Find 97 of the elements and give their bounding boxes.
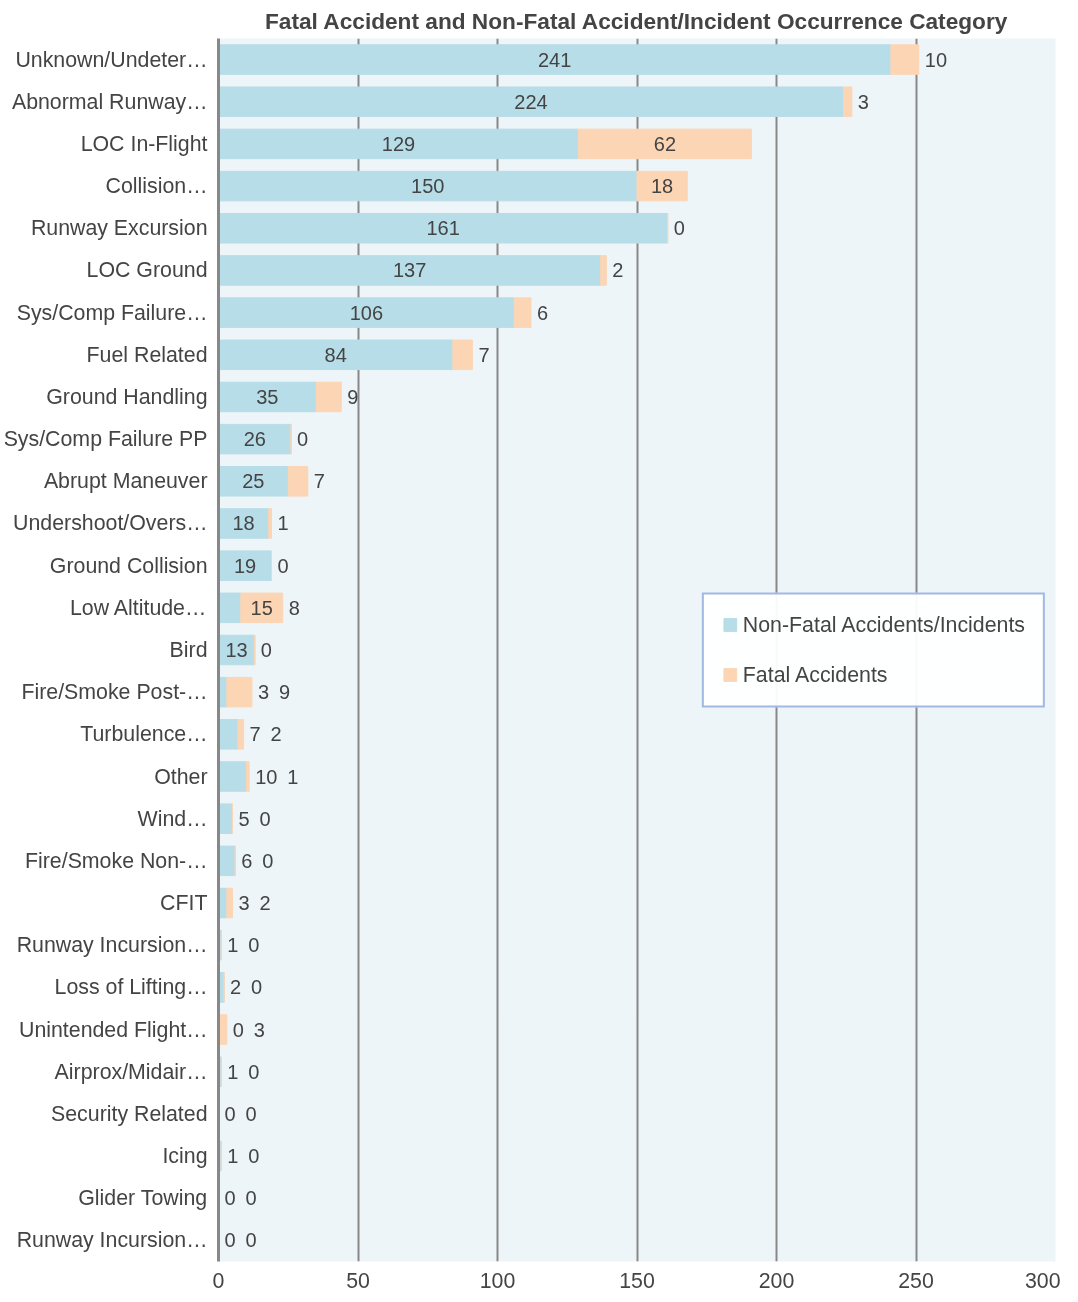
data-label: 62: [653, 132, 677, 155]
y-tick-label: Loss of Lifting…: [54, 975, 208, 1000]
data-label: 7: [478, 343, 490, 366]
legend-label: Non-Fatal Accidents/Incidents: [742, 612, 1025, 637]
data-label: 129: [381, 132, 416, 155]
data-label: 1: [287, 765, 299, 788]
data-label: 241: [538, 48, 572, 71]
x-tick-label: 50: [346, 1268, 370, 1293]
data-label: 0: [262, 849, 274, 872]
data-label: 0: [297, 428, 309, 451]
data-label: 9: [278, 681, 291, 704]
data-label: 13: [225, 639, 248, 661]
data-label: 0: [259, 807, 271, 830]
x-tick-label: 0: [212, 1268, 225, 1293]
y-tick-label: Low Altitude…: [69, 595, 207, 620]
legend-label: Fatal Accidents: [742, 662, 888, 687]
y-tick-label: LOC Ground: [86, 258, 208, 283]
y-tick-label: Abnormal Runway…: [11, 89, 208, 114]
y-tick-label: Ground Collision: [49, 553, 208, 578]
data-label: 2: [259, 892, 271, 915]
data-label: 150: [411, 175, 445, 198]
data-label: 0: [245, 1229, 257, 1252]
data-label: 18: [650, 175, 674, 198]
y-tick-label: Runway Incursion…: [16, 1228, 208, 1253]
y-tick-label: Security Related: [51, 1101, 208, 1126]
data-label: 3: [253, 1018, 265, 1041]
y-tick-label: Unintended Flight…: [18, 1017, 208, 1042]
y-tick-label: Fire/Smoke Non-…: [24, 848, 208, 873]
y-tick-label: Other: [154, 764, 208, 789]
data-label: 106: [349, 301, 384, 324]
data-label: 18: [232, 512, 255, 535]
y-tick-label: Bird: [169, 638, 208, 662]
x-tick-label: 200: [758, 1268, 795, 1293]
data-label: 0: [232, 1018, 244, 1041]
y-tick-label: LOC In-Flight: [80, 131, 208, 156]
data-label: 19: [233, 554, 257, 577]
data-label: 0: [251, 976, 263, 999]
data-label: 8: [288, 596, 300, 619]
data-label: 6: [241, 849, 253, 872]
y-tick-label: Unknown/Undeter…: [15, 47, 208, 72]
data-label: 0: [248, 1060, 260, 1083]
data-label: 10: [255, 765, 278, 788]
y-tick-label: Glider Towing: [78, 1186, 208, 1211]
data-label: 0: [277, 554, 289, 577]
data-label: 0: [224, 1229, 236, 1252]
x-tick-label: 250: [898, 1268, 934, 1293]
data-label: 161: [426, 217, 460, 240]
y-tick-label: Icing: [162, 1144, 208, 1169]
data-label: 7: [313, 470, 325, 493]
data-label: 0: [245, 1102, 257, 1125]
data-label: 9: [347, 385, 359, 408]
data-label: 1: [227, 1145, 239, 1168]
y-tick-label: Undershoot/Overs…: [13, 511, 208, 536]
y-tick-label: CFIT: [160, 891, 208, 916]
data-label: 0: [245, 1187, 257, 1210]
x-tick-label: 300: [1024, 1268, 1061, 1293]
x-tick-label: 100: [479, 1268, 516, 1293]
y-tick-label: Sys/Comp Failure PP: [3, 427, 208, 452]
chart-title: Fatal Accident and Non-Fatal Accident/Incident Occurrence Category: [264, 7, 1008, 34]
data-label: 2: [612, 259, 624, 282]
y-tick-label: Turbulence…: [80, 722, 208, 747]
data-label: 1: [227, 934, 239, 957]
y-tick-label: Sys/Comp Failure…: [16, 300, 208, 325]
data-label: 6: [536, 301, 549, 324]
data-label: 7: [249, 723, 261, 746]
y-tick-label: Wind…: [137, 806, 208, 831]
y-tick-label: Fuel Related: [86, 342, 208, 367]
data-label: 224: [514, 90, 548, 113]
data-label: 137: [392, 259, 427, 282]
x-tick-label: 150: [619, 1268, 655, 1293]
data-label: 1: [277, 512, 289, 535]
data-label: 26: [243, 428, 266, 451]
data-label: 0: [260, 639, 272, 661]
y-tick-label: Airprox/Midair…: [54, 1059, 208, 1084]
data-label: 10: [924, 48, 948, 71]
y-tick-label: Collision…: [105, 174, 208, 199]
data-label: 3: [857, 90, 869, 113]
y-tick-label: Ground Handling: [46, 384, 208, 409]
data-label: 2: [230, 976, 242, 999]
data-label: 25: [242, 470, 265, 493]
data-label: 3: [238, 892, 250, 915]
data-label: 3: [257, 681, 270, 704]
data-label: 0: [224, 1102, 236, 1125]
y-tick-label: Runway Incursion…: [16, 933, 208, 958]
data-label: 0: [248, 1145, 260, 1168]
data-label: 35: [256, 385, 279, 408]
data-label: 84: [324, 343, 347, 366]
data-label: 1: [227, 1060, 239, 1083]
data-label: 2: [270, 723, 282, 746]
data-label: 0: [224, 1187, 236, 1210]
data-label: 15: [250, 596, 273, 619]
data-label: 0: [248, 934, 260, 957]
data-label: 0: [673, 217, 685, 240]
y-tick-label: Fire/Smoke Post-…: [21, 680, 208, 705]
y-tick-label: Abrupt Maneuver: [43, 469, 208, 494]
data-label: 5: [238, 807, 250, 830]
y-tick-label: Runway Excursion: [30, 216, 208, 241]
